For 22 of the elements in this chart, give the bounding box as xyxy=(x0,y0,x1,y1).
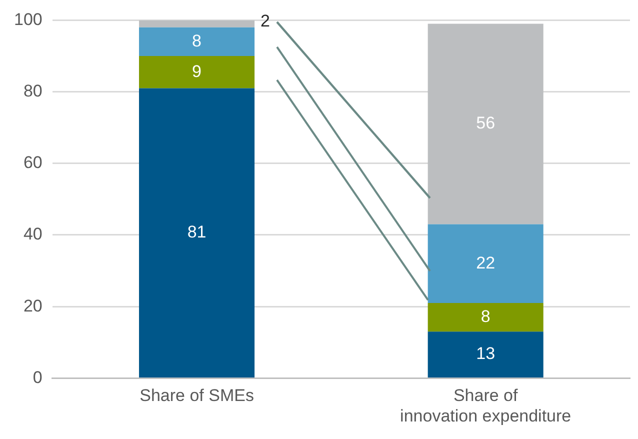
data-label: 81 xyxy=(187,222,206,242)
y-tick-label: 100 xyxy=(14,10,42,29)
data-label: 8 xyxy=(192,31,202,50)
y-tick-label: 40 xyxy=(23,224,42,244)
data-label: 8 xyxy=(480,307,490,326)
bar xyxy=(428,303,544,332)
data-label: 22 xyxy=(476,253,496,272)
bar xyxy=(139,88,255,378)
bar xyxy=(139,20,255,28)
data-label: 13 xyxy=(476,344,496,364)
data-label: 2 xyxy=(260,11,270,30)
x-tick-label: Share of innovation expenditure xyxy=(400,386,572,426)
y-tick-label: 80 xyxy=(23,81,42,100)
bar xyxy=(139,56,255,88)
y-tick-label: 20 xyxy=(23,296,42,316)
x-tick-label: Share of SMEs xyxy=(140,386,254,406)
y-tick-label: 0 xyxy=(32,368,42,387)
data-label: 56 xyxy=(476,114,496,133)
y-tick-label: 60 xyxy=(23,153,42,172)
data-label: 9 xyxy=(192,62,202,81)
bar xyxy=(139,27,255,56)
bar xyxy=(428,332,544,378)
